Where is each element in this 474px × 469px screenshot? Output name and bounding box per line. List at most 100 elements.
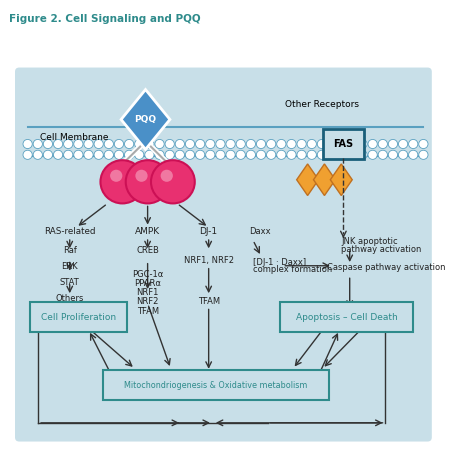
Circle shape <box>256 139 265 149</box>
Circle shape <box>348 150 357 159</box>
Circle shape <box>114 139 124 149</box>
Text: Figure 2. Cell Signaling and PQQ: Figure 2. Cell Signaling and PQQ <box>9 14 201 24</box>
Circle shape <box>110 170 122 182</box>
Circle shape <box>185 139 195 149</box>
Circle shape <box>125 139 134 149</box>
Circle shape <box>135 139 144 149</box>
Circle shape <box>94 139 103 149</box>
Circle shape <box>328 150 337 159</box>
Circle shape <box>185 150 195 159</box>
Circle shape <box>216 150 225 159</box>
Text: Other Receptors: Other Receptors <box>285 100 359 109</box>
Circle shape <box>64 150 73 159</box>
Text: PPARα: PPARα <box>134 279 161 288</box>
Circle shape <box>145 150 154 159</box>
Circle shape <box>399 150 408 159</box>
Circle shape <box>226 139 235 149</box>
Text: pathway activation: pathway activation <box>341 245 422 254</box>
FancyBboxPatch shape <box>30 303 127 332</box>
Polygon shape <box>313 164 336 196</box>
Text: FAS: FAS <box>333 139 354 150</box>
Circle shape <box>206 150 215 159</box>
Circle shape <box>368 150 377 159</box>
Circle shape <box>100 160 144 204</box>
Circle shape <box>317 139 327 149</box>
Text: [DJ-1 · Daxx]: [DJ-1 · Daxx] <box>253 257 306 266</box>
Circle shape <box>43 139 53 149</box>
Circle shape <box>246 150 255 159</box>
Circle shape <box>317 150 327 159</box>
Circle shape <box>114 150 124 159</box>
Circle shape <box>74 150 83 159</box>
Circle shape <box>337 150 347 159</box>
Circle shape <box>236 150 246 159</box>
Circle shape <box>155 150 164 159</box>
Circle shape <box>195 139 205 149</box>
Text: JNK apoptotic: JNK apoptotic <box>341 237 398 246</box>
Text: Cell Membrane: Cell Membrane <box>40 133 109 142</box>
Circle shape <box>165 150 174 159</box>
Circle shape <box>307 150 316 159</box>
Circle shape <box>226 150 235 159</box>
Circle shape <box>388 150 398 159</box>
Circle shape <box>409 139 418 149</box>
Text: Raf: Raf <box>63 246 77 255</box>
Circle shape <box>256 150 265 159</box>
Circle shape <box>104 139 113 149</box>
Circle shape <box>155 139 164 149</box>
FancyBboxPatch shape <box>280 303 413 332</box>
Polygon shape <box>121 90 170 150</box>
Text: AMPK: AMPK <box>135 227 160 236</box>
Polygon shape <box>297 164 319 196</box>
Text: DJ-1: DJ-1 <box>200 227 218 236</box>
Circle shape <box>358 139 367 149</box>
Circle shape <box>135 150 144 159</box>
Circle shape <box>165 139 174 149</box>
Circle shape <box>206 139 215 149</box>
Text: RAS-related: RAS-related <box>44 227 95 236</box>
FancyBboxPatch shape <box>103 370 328 400</box>
Circle shape <box>388 139 398 149</box>
Circle shape <box>337 139 347 149</box>
Circle shape <box>104 150 113 159</box>
Circle shape <box>23 150 32 159</box>
Circle shape <box>216 139 225 149</box>
Text: NRF1: NRF1 <box>137 288 159 297</box>
Circle shape <box>23 139 32 149</box>
Circle shape <box>358 150 367 159</box>
Circle shape <box>419 139 428 149</box>
Circle shape <box>151 160 195 204</box>
Circle shape <box>328 139 337 149</box>
Text: CREB: CREB <box>136 246 159 255</box>
Circle shape <box>84 139 93 149</box>
Circle shape <box>125 150 134 159</box>
Circle shape <box>277 139 286 149</box>
Text: Others: Others <box>55 294 84 303</box>
Circle shape <box>33 139 42 149</box>
Text: NRF2: NRF2 <box>137 297 159 306</box>
Circle shape <box>399 139 408 149</box>
Circle shape <box>64 139 73 149</box>
Circle shape <box>195 150 205 159</box>
Text: TFAM: TFAM <box>137 307 159 316</box>
Text: STAT: STAT <box>60 278 80 287</box>
Text: PQQ: PQQ <box>135 115 156 124</box>
Text: TFAM: TFAM <box>198 296 220 306</box>
Circle shape <box>74 139 83 149</box>
FancyBboxPatch shape <box>323 129 364 159</box>
Circle shape <box>126 160 170 204</box>
Circle shape <box>409 150 418 159</box>
Circle shape <box>175 150 184 159</box>
Circle shape <box>378 150 387 159</box>
Text: Mitochondriogenesis & Oxidative metabolism: Mitochondriogenesis & Oxidative metaboli… <box>124 380 308 390</box>
Polygon shape <box>330 164 352 196</box>
Text: ERK: ERK <box>62 262 78 271</box>
FancyBboxPatch shape <box>15 68 432 441</box>
Circle shape <box>43 150 53 159</box>
Text: complex formation: complex formation <box>253 265 332 274</box>
Circle shape <box>419 150 428 159</box>
Circle shape <box>297 139 306 149</box>
Circle shape <box>161 170 173 182</box>
Circle shape <box>368 139 377 149</box>
Text: NRF1, NRF2: NRF1, NRF2 <box>183 256 234 265</box>
